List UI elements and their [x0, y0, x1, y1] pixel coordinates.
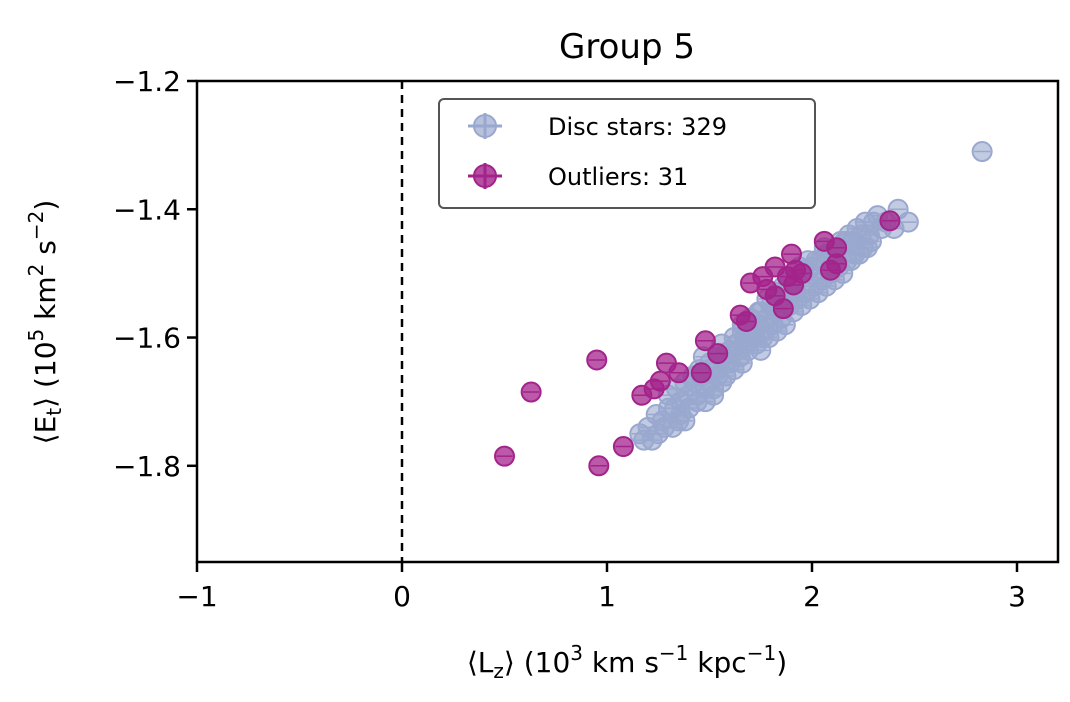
disc-star-point	[971, 141, 993, 163]
outlier-point	[612, 436, 634, 458]
legend-marker-outliers	[468, 163, 502, 189]
disc-star-point	[651, 410, 673, 432]
x-tick-label: 3	[1008, 580, 1026, 613]
disc-star-point	[629, 423, 651, 445]
outlier-point	[707, 343, 729, 365]
outlier-point	[588, 455, 610, 477]
outlier-point	[735, 311, 757, 332]
y-tick-label: −1.4	[113, 193, 181, 226]
outlier-point	[520, 381, 542, 403]
disc-star-point	[674, 410, 696, 432]
legend-label-disc: Disc stars: 329	[548, 113, 727, 141]
outlier-point	[668, 362, 690, 384]
outlier-point	[879, 210, 901, 232]
x-tick-label: 0	[393, 580, 411, 613]
x-tick-label: 2	[803, 580, 821, 613]
outlier-point	[826, 237, 848, 259]
x-axis: −1 0 1 2 3	[176, 562, 1026, 613]
y-tick-label: −1.8	[113, 450, 181, 483]
outlier-point	[494, 445, 515, 467]
x-axis-label: ⟨Lz⟩ (103 km s−1 kpc−1)	[467, 641, 787, 683]
y-axis-label: ⟨Et⟩ (105 km2 s−2)	[24, 200, 66, 445]
legend: Disc stars: 329 Outliers: 31	[438, 98, 816, 209]
outlier-point	[783, 274, 805, 296]
legend-box	[438, 98, 816, 209]
outlier-point	[586, 349, 608, 371]
disc-star-point	[731, 352, 753, 374]
outlier-point	[694, 330, 716, 352]
y-tick-label: −1.2	[113, 65, 181, 98]
outlier-point	[772, 298, 794, 320]
chart-title: Group 5	[559, 27, 695, 67]
x-tick-label: −1	[176, 580, 217, 613]
x-tick-label: 1	[598, 580, 616, 613]
outlier-point	[690, 362, 712, 384]
y-axis: −1.8 −1.6 −1.4 −1.2	[113, 65, 197, 483]
plot-frame	[195, 79, 1060, 564]
y-tick-label: −1.6	[113, 322, 181, 355]
disc-star-point	[856, 237, 878, 259]
legend-marker-disc	[468, 113, 502, 139]
legend-label-outliers: Outliers: 31	[548, 163, 688, 191]
outlier-point	[649, 370, 671, 392]
